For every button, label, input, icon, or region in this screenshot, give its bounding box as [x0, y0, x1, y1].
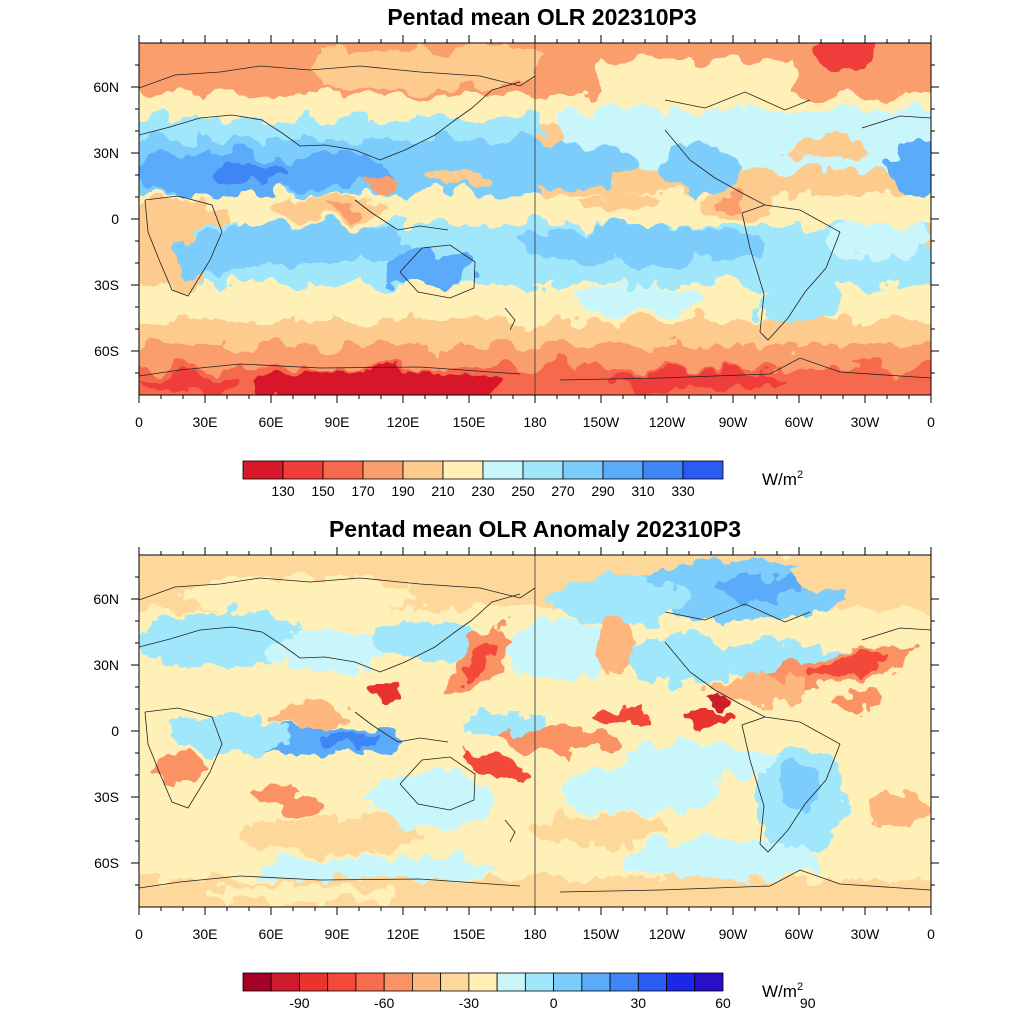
colorbar-swatch	[362, 460, 404, 480]
colorbar-unit: W/m2	[762, 981, 803, 1001]
y-tick-label: 30S	[94, 789, 119, 805]
y-tick-label: 60S	[94, 343, 119, 359]
x-tick-label: 90W	[719, 414, 749, 430]
x-tick-label: 60W	[785, 414, 815, 430]
colorbar-label: 60	[715, 995, 731, 1011]
colorbar-label: 30	[631, 995, 647, 1011]
x-tick-label: 150E	[453, 926, 486, 942]
x-tick-label: 60E	[259, 926, 284, 942]
x-tick-label: 120E	[387, 926, 420, 942]
y-tick-label: 30N	[93, 657, 119, 673]
x-tick-label: 30E	[193, 926, 218, 942]
colorbar-label: 150	[311, 483, 335, 499]
x-tick-label: 120W	[649, 414, 686, 430]
colorbar-swatch	[562, 460, 604, 480]
map-axes: 0 30E 60E 90E 120E 150E 180 150W 120W 90W 60W 30W 0 6…	[93, 35, 939, 430]
x-tick-label: 0	[927, 414, 935, 430]
y-tick-label: 60S	[94, 855, 119, 871]
colorbar-label: 0	[550, 995, 558, 1011]
colorbar-label: 210	[431, 483, 455, 499]
colorbar-unit: W/m2	[762, 469, 803, 489]
x-tick-label: 90W	[719, 926, 749, 942]
colorbar-label: 250	[511, 483, 535, 499]
x-tick-label: 120W	[649, 926, 686, 942]
x-tick-label: 90E	[325, 926, 350, 942]
panel-title: Pentad mean OLR 202310P3	[387, 4, 696, 30]
colorbar-swatch	[383, 972, 413, 992]
colorbar-swatch	[496, 972, 526, 992]
x-tick-label: 150W	[583, 414, 620, 430]
colorbar-swatch	[694, 972, 724, 992]
x-tick-label: 0	[927, 926, 935, 942]
map-axes: 0 30E 60E 90E 120E 150E 180 150W 120W 90W 60W 30W 0 6…	[93, 547, 939, 942]
colorbar-swatch	[412, 972, 442, 992]
x-tick-label: 30W	[851, 414, 881, 430]
x-tick-label: 30W	[851, 926, 881, 942]
y-tick-label: 60N	[93, 79, 119, 95]
x-tick-label: 120E	[387, 414, 420, 430]
colorbar-swatch	[522, 460, 564, 480]
panel-title: Pentad mean OLR Anomaly 202310P3	[329, 516, 741, 542]
colorbar-label: 230	[471, 483, 495, 499]
x-tick-label: 90E	[325, 414, 350, 430]
olr-mean-panel: Pentad mean OLR 202310P3	[93, 4, 939, 499]
y-tick-label: 30N	[93, 145, 119, 161]
y-tick-label: 0	[111, 723, 119, 739]
colorbar-swatch	[642, 460, 684, 480]
colorbar-label: 270	[551, 483, 575, 499]
colorbar-swatch	[402, 460, 444, 480]
colorbar-swatch	[322, 460, 364, 480]
x-tick-label: 30E	[193, 414, 218, 430]
x-tick-label: 180	[523, 926, 547, 942]
olr-anomaly-map	[139, 555, 931, 907]
colorbar-swatch	[355, 972, 385, 992]
colorbar-swatch	[468, 972, 498, 992]
colorbar-label: 170	[351, 483, 375, 499]
colorbar-label: 90	[800, 995, 816, 1011]
colorbar-label: 190	[391, 483, 415, 499]
colorbar-label: 310	[631, 483, 655, 499]
x-tick-label: 180	[523, 414, 547, 430]
y-tick-label: 30S	[94, 277, 119, 293]
colorbar-label: 290	[591, 483, 615, 499]
colorbar-swatch	[682, 460, 724, 480]
colorbar-swatch	[524, 972, 554, 992]
x-tick-label: 150E	[453, 414, 486, 430]
colorbar-swatch	[666, 972, 696, 992]
colorbar-swatch	[440, 972, 470, 992]
x-tick-label: 0	[135, 414, 143, 430]
colorbar-swatch	[609, 972, 639, 992]
colorbar-label: -90	[289, 995, 309, 1011]
olr-anomaly-panel: Pentad mean OLR Anomaly 202310P3	[93, 516, 939, 1011]
colorbar-swatch	[442, 460, 484, 480]
colorbar-swatch	[242, 460, 284, 480]
x-tick-label: 150W	[583, 926, 620, 942]
colorbar-swatch	[242, 972, 272, 992]
y-tick-label: 60N	[93, 591, 119, 607]
colorbar-swatch	[553, 972, 583, 992]
colorbar-swatch	[270, 972, 300, 992]
colorbar-swatch	[299, 972, 329, 992]
olr-colorbar: 130 150 170 190 210 230 250 270 290 310 330	[242, 460, 724, 499]
x-tick-label: 0	[135, 926, 143, 942]
x-tick-label: 60W	[785, 926, 815, 942]
colorbar-label: 330	[671, 483, 695, 499]
colorbar-swatch	[482, 460, 524, 480]
colorbar-swatch	[327, 972, 357, 992]
colorbar-label: 130	[271, 483, 295, 499]
x-tick-label: 60E	[259, 414, 284, 430]
olr-mean-map	[139, 43, 931, 395]
y-tick-label: 0	[111, 211, 119, 227]
colorbar-label: -30	[459, 995, 479, 1011]
colorbar-label: -60	[374, 995, 394, 1011]
colorbar-swatch	[637, 972, 667, 992]
colorbar-swatch	[602, 460, 644, 480]
anomaly-colorbar: -90 -60 -30 0 30 60 90	[242, 972, 816, 1011]
colorbar-swatch	[581, 972, 611, 992]
colorbar-swatch	[282, 460, 324, 480]
